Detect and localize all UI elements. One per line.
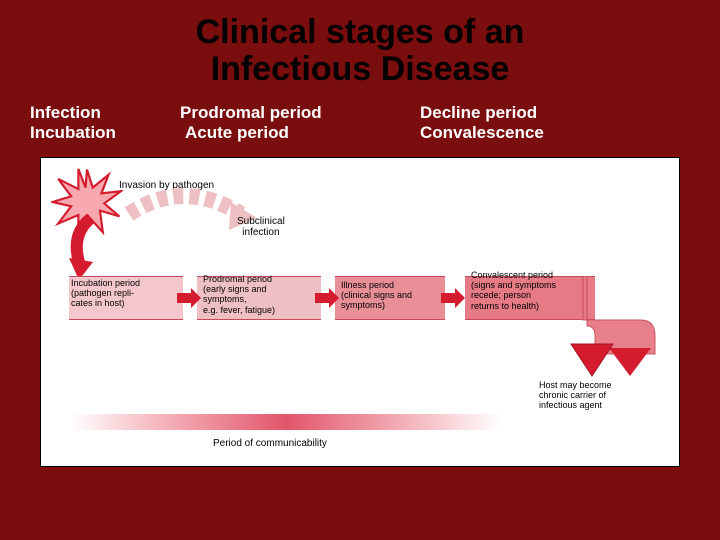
stage-convalescent-text: Convalescent period (signs and symptoms … [471,270,591,311]
stage-row-1: Infection Prodromal period Decline perio… [30,103,690,123]
label-acute: Acute period [185,123,420,143]
stage-illness-text: Illness period (clinical signs and sympt… [341,280,437,311]
label-decline: Decline period [420,103,620,123]
stage-incubation-text: Incubation period (pathogen repli- cates… [71,278,173,309]
stage-prodromal-text: Prodromal period (early signs and sympto… [203,274,313,315]
diagram-panel: Invasion by pathogen Subclinical infecti… [40,157,680,467]
title-line2: Infectious Disease [40,51,680,88]
page-title: Clinical stages of an Infectious Disease [0,0,720,95]
subclinical-label: Subclinical infection [237,216,285,238]
label-incubation: Incubation [30,123,185,143]
arrow-invasion-down-icon [63,214,119,284]
chronic-carrier-text: Host may become chronic carrier of infec… [539,380,661,411]
stage-row-2: Incubation Acute period Convalescence [30,123,690,143]
flow-arrow-2-icon [313,286,341,310]
title-line1: Clinical stages of an [40,14,680,51]
flow-arrow-3-icon [439,286,467,310]
arrow-chronic-head-icon [563,340,621,380]
label-convalescence: Convalescence [420,123,620,143]
flow-arrow-1-icon [175,286,203,310]
label-prodromal: Prodromal period [180,103,420,123]
label-infection: Infection [30,103,180,123]
communicability-label: Period of communicability [213,438,327,449]
communicability-bar [71,414,501,430]
stage-labels: Infection Prodromal period Decline perio… [0,95,720,153]
